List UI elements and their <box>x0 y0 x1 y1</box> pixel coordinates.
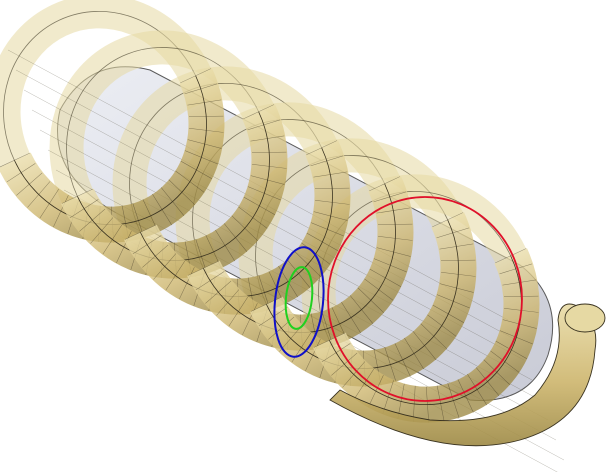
small-section-circle <box>284 266 314 330</box>
coil-tail-body <box>329 303 597 447</box>
coil-end-cap <box>564 303 606 333</box>
coil-turn-front-edge <box>77 111 270 262</box>
coil-turn-front-edge <box>14 75 207 226</box>
coil-turn-front-edge <box>266 219 459 370</box>
coil-turn-front-edge <box>203 183 396 334</box>
large-section-circle <box>327 196 523 402</box>
coil-end-tail <box>329 303 606 447</box>
medium-section-circle <box>273 246 325 358</box>
